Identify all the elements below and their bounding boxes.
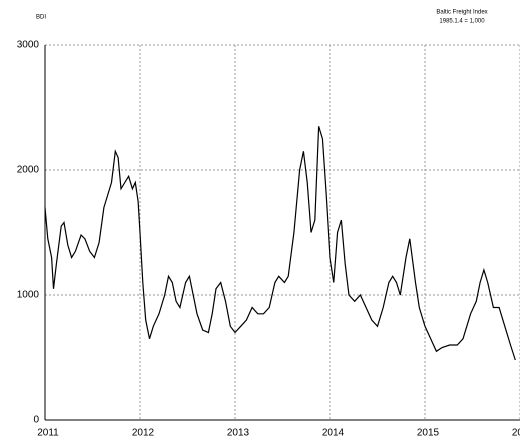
x-tick-label: 2016 <box>512 428 520 439</box>
data-line <box>44 126 516 361</box>
x-tick-label: 2013 <box>227 428 250 439</box>
annotation: 1985.1.4 = 1,000 <box>439 19 485 25</box>
x-tick-label: 2011 <box>37 428 59 439</box>
y-tick-label: 0 <box>33 415 39 426</box>
y-axis-label: BDI <box>36 15 46 21</box>
x-tick-label: 2014 <box>322 428 345 439</box>
y-tick-label: 1000 <box>17 290 40 301</box>
y-tick-label: 2000 <box>17 165 40 176</box>
annotation: Baltic Freight Index <box>436 10 487 16</box>
x-tick-label: 2015 <box>417 428 440 439</box>
x-tick-label: 2012 <box>132 428 155 439</box>
y-tick-label: 3000 <box>17 40 40 51</box>
